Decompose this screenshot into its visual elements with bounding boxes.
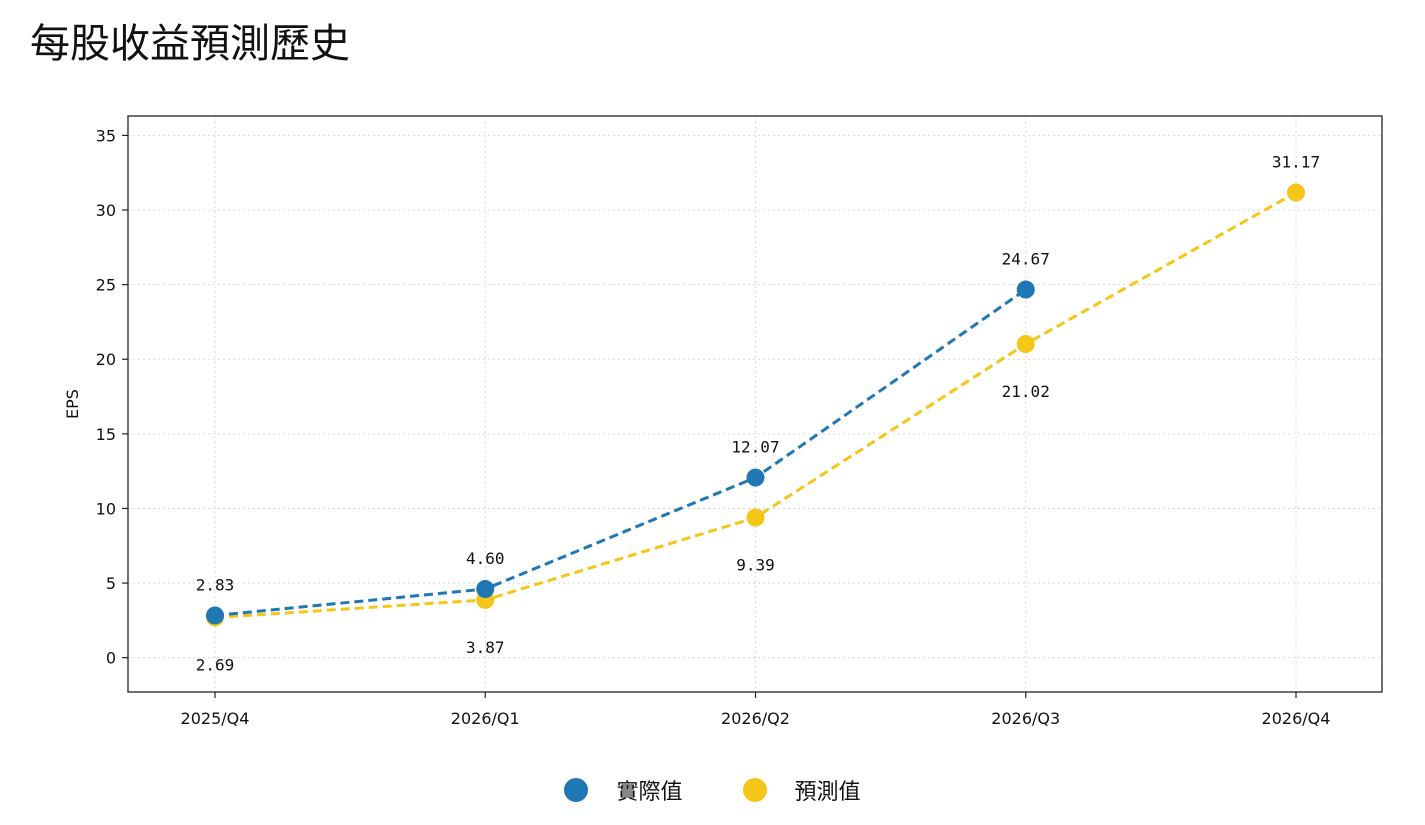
series-layer [206,183,1305,627]
x-tick-label: 2026/Q3 [991,709,1060,728]
y-tick-label: 35 [96,126,116,145]
series-line [214,288,1027,617]
legend-marker-forecast [742,778,767,802]
x-axis-ticks: 2025/Q4 2026/Q1 2026/Q2 2026/Q3 2026/Q4 [181,692,1331,728]
y-tick-label: 5 [106,574,116,593]
legend-item-actual[interactable]: 實際值 [564,774,683,806]
legend-label-forecast: 預測值 [794,780,861,805]
data-point[interactable] [1016,280,1035,299]
data-point[interactable] [746,468,765,487]
data-label: 9.39 [736,556,775,575]
data-label: 12.07 [731,438,779,457]
legend-marker-actual [564,778,589,802]
x-tick-label: 2026/Q2 [721,709,790,728]
y-tick-label: 25 [96,276,116,295]
y-axis-label: EPS [63,389,82,419]
data-label: 24.67 [1002,250,1050,269]
data-labels: 2.83 4.60 12.07 24.67 2.69 3.87 9.39 21.02 31.17 [196,153,1320,675]
data-point[interactable] [206,606,224,625]
data-point[interactable] [746,508,765,527]
y-tick-label: 15 [96,425,116,444]
data-label: 21.02 [1002,382,1050,401]
data-label: 2.69 [196,656,235,675]
data-point[interactable] [476,580,495,599]
x-tick-label: 2026/Q1 [451,709,520,728]
chart-title: 每股收益預測歷史 [30,21,350,67]
grid-lines [128,116,1382,692]
x-tick-label: 2025/Q4 [181,709,250,728]
data-label: 3.87 [466,638,505,657]
y-axis-ticks: 0 5 10 15 20 25 30 35 [96,126,128,668]
legend: 實際值 預測值 [0,770,1425,810]
legend-label-actual: 實際值 [616,780,683,805]
y-tick-label: 10 [96,499,116,518]
data-label: 4.60 [466,549,505,568]
y-tick-label: 20 [96,350,116,369]
y-tick-label: 30 [96,201,116,220]
data-label: 31.17 [1272,153,1320,172]
series-actual [206,280,1035,625]
y-tick-label: 0 [106,649,116,668]
data-label: 2.83 [196,575,235,594]
x-tick-label: 2026/Q4 [1262,709,1331,728]
data-point[interactable] [1016,335,1035,354]
legend-item-forecast[interactable]: 預測值 [742,774,861,806]
data-point[interactable] [1287,183,1305,202]
